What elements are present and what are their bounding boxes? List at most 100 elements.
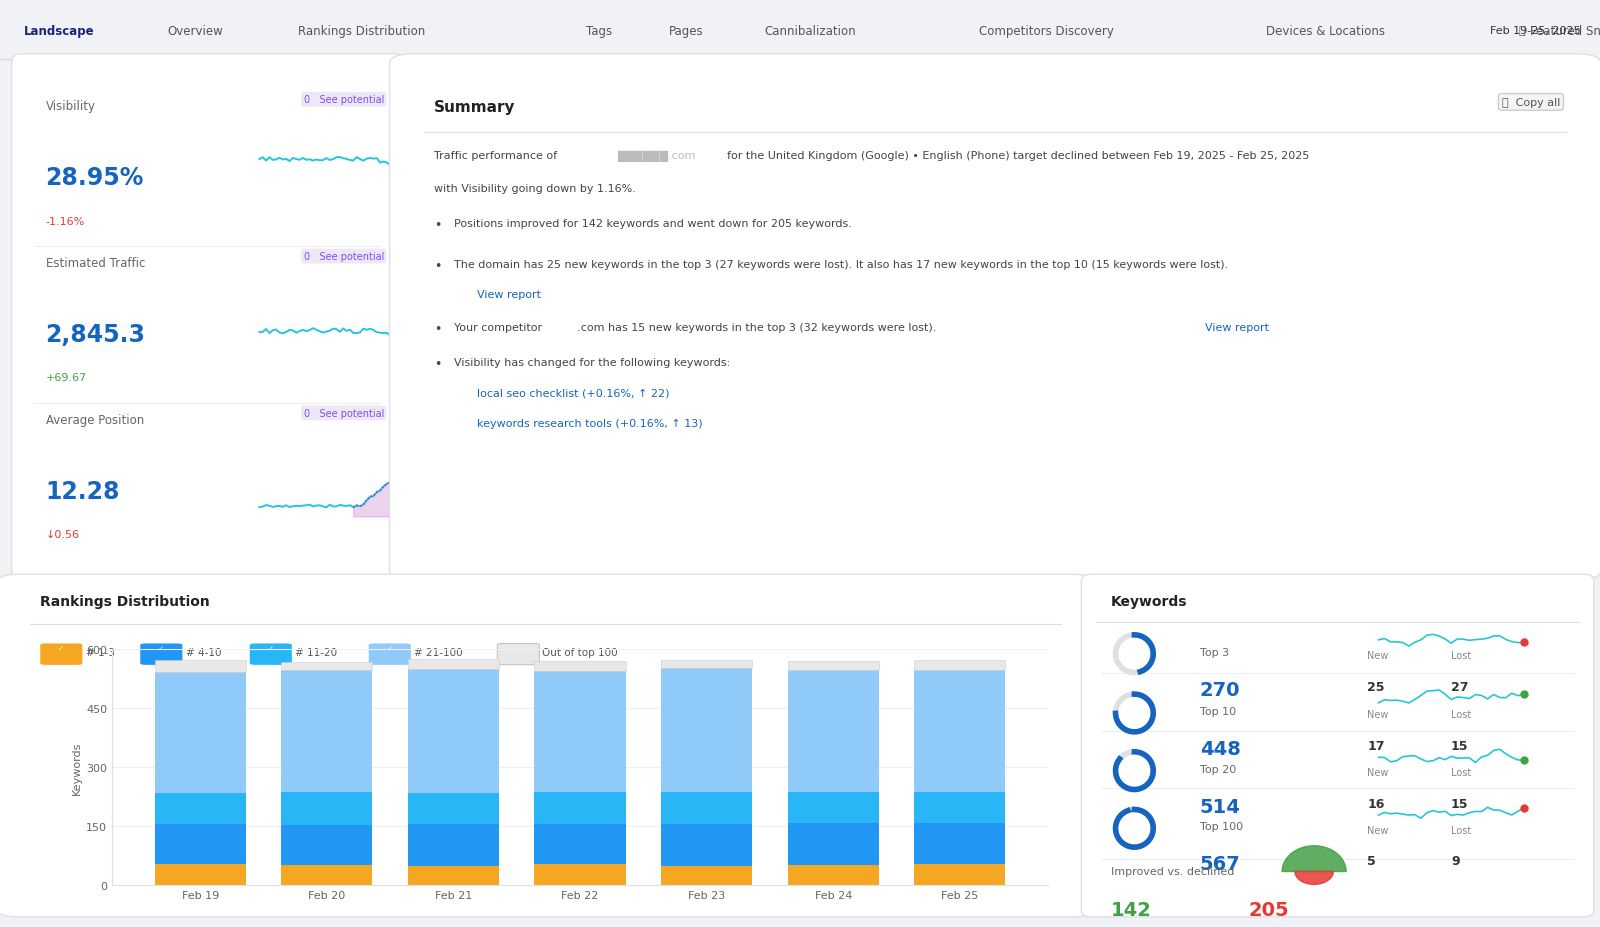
Text: +69.67: +69.67 [45, 373, 86, 383]
Text: # 1-3: # 1-3 [85, 647, 115, 657]
FancyBboxPatch shape [389, 55, 1600, 580]
Bar [282, 662, 373, 670]
Text: •: • [434, 219, 442, 232]
Text: 514: 514 [1200, 797, 1240, 816]
Text: # 21-100: # 21-100 [414, 647, 462, 657]
Bar [155, 864, 246, 885]
Text: Lost: Lost [1451, 768, 1470, 777]
Text: Average Position: Average Position [45, 413, 144, 426]
Text: 27: 27 [1451, 680, 1469, 693]
Text: # 11-20: # 11-20 [294, 647, 338, 657]
Bar [914, 864, 1005, 885]
Text: Estimated Traffic: Estimated Traffic [45, 257, 146, 270]
Text: •: • [434, 323, 442, 336]
Text: 448: 448 [1200, 739, 1240, 758]
Point [1510, 687, 1536, 702]
Text: Lost: Lost [1451, 651, 1470, 660]
Bar [787, 792, 878, 823]
Bar [534, 671, 626, 793]
Text: Top 3: Top 3 [1200, 647, 1229, 657]
FancyBboxPatch shape [498, 643, 539, 666]
Text: 15: 15 [1451, 797, 1469, 810]
Text: ✓: ✓ [267, 646, 274, 652]
Bar [661, 824, 752, 867]
Text: 0   See potential: 0 See potential [304, 409, 384, 418]
Text: New: New [1366, 709, 1389, 719]
Bar [661, 660, 752, 667]
Text: -1.16%: -1.16% [45, 216, 85, 226]
Text: 📅: 📅 [1518, 26, 1525, 36]
Text: New: New [1366, 825, 1389, 834]
Bar [787, 865, 878, 885]
Bar [282, 793, 373, 825]
Text: 15: 15 [1451, 739, 1469, 752]
Bar [534, 864, 626, 885]
Bar [787, 823, 878, 865]
Text: Lost: Lost [1451, 825, 1470, 834]
Text: ⧉  Copy all: ⧉ Copy all [1502, 97, 1560, 108]
Text: Overview: Overview [166, 25, 222, 38]
Text: 142: 142 [1110, 900, 1152, 920]
Bar [534, 824, 626, 864]
Bar [534, 661, 626, 671]
Text: •: • [434, 260, 442, 273]
Text: Traffic performance of: Traffic performance of [434, 151, 557, 160]
Text: Feb 19-25, 2025: Feb 19-25, 2025 [1490, 26, 1581, 36]
Bar [914, 670, 1005, 792]
Text: Top 100: Top 100 [1200, 821, 1243, 832]
Text: Lost: Lost [1451, 709, 1470, 719]
Text: New: New [1366, 768, 1389, 777]
Bar [914, 792, 1005, 823]
Text: •: • [434, 358, 442, 371]
Point [1510, 801, 1536, 816]
Bar [155, 824, 246, 864]
Text: Visibility has changed for the following keywords:: Visibility has changed for the following… [453, 358, 730, 368]
Text: for the United Kingdom (Google) • English (Phone) target declined between Feb 19: for the United Kingdom (Google) • Englis… [728, 151, 1310, 160]
Bar [408, 824, 499, 866]
Text: 205: 205 [1250, 900, 1290, 920]
Text: 0   See potential: 0 See potential [304, 95, 384, 105]
Text: Improved vs. declined: Improved vs. declined [1110, 866, 1234, 876]
FancyBboxPatch shape [141, 643, 182, 666]
Bar [282, 865, 373, 885]
Text: View report: View report [1205, 323, 1269, 333]
Text: Cannibalization: Cannibalization [765, 25, 856, 38]
Text: # 4-10: # 4-10 [186, 647, 221, 657]
FancyBboxPatch shape [1082, 575, 1594, 917]
FancyBboxPatch shape [11, 55, 403, 580]
Text: 5: 5 [1366, 855, 1376, 868]
Text: local seo checklist (+0.16%, ↑ 22): local seo checklist (+0.16%, ↑ 22) [477, 388, 669, 399]
Text: 17: 17 [1366, 739, 1384, 752]
Text: ✓: ✓ [58, 646, 64, 652]
Point [1510, 753, 1536, 768]
Point [1510, 635, 1536, 650]
FancyBboxPatch shape [0, 575, 1093, 917]
Text: View report: View report [477, 290, 541, 299]
Bar [282, 670, 373, 793]
Text: New: New [1366, 651, 1389, 660]
Text: Rankings Distribution: Rankings Distribution [40, 594, 210, 608]
Bar [408, 866, 499, 885]
Text: ✓: ✓ [387, 646, 392, 652]
Text: 16: 16 [1366, 797, 1384, 810]
Bar [408, 659, 499, 669]
Bar [408, 669, 499, 794]
Text: Rankings Distribution: Rankings Distribution [298, 25, 426, 38]
Text: 9: 9 [1451, 855, 1459, 868]
Text: Tags: Tags [586, 25, 611, 38]
Text: 28.95%: 28.95% [45, 166, 144, 190]
Text: Devices & Locations: Devices & Locations [1267, 25, 1386, 38]
Text: Top 20: Top 20 [1200, 764, 1235, 774]
Text: The domain has 25 new keywords in the top 3 (27 keywords were lost). It also has: The domain has 25 new keywords in the to… [453, 260, 1227, 270]
Text: keywords research tools (+0.16%, ↑ 13): keywords research tools (+0.16%, ↑ 13) [477, 419, 702, 428]
Text: Visibility: Visibility [45, 100, 96, 113]
Text: with Visibility going down by 1.16%.: with Visibility going down by 1.16%. [434, 184, 635, 194]
Text: Landscape: Landscape [24, 25, 94, 38]
Text: 0   See potential: 0 See potential [304, 252, 384, 261]
Text: 270: 270 [1200, 680, 1240, 699]
Y-axis label: Keywords: Keywords [72, 741, 82, 794]
Bar [661, 667, 752, 792]
Text: Competitors Discovery: Competitors Discovery [979, 25, 1114, 38]
Text: Pages: Pages [669, 25, 704, 38]
FancyBboxPatch shape [40, 643, 82, 666]
